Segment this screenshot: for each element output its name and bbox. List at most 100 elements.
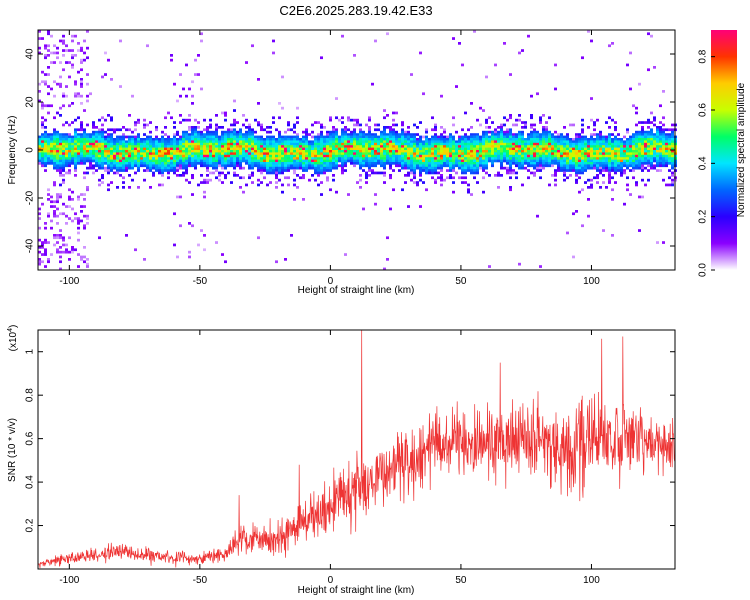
spectrogram-cell	[359, 147, 362, 151]
spectrogram-cell	[224, 152, 227, 156]
spectrogram-cell	[458, 162, 461, 165]
spectrogram-cell	[83, 39, 86, 43]
spectrogram-cell	[101, 176, 104, 180]
spectrogram-cell	[491, 150, 494, 153]
spectrogram-cell	[161, 135, 164, 139]
spectrogram-cell	[212, 166, 215, 170]
spectrogram-cell	[533, 162, 536, 165]
spectrogram-cell	[506, 140, 509, 144]
spectrogram-cell	[50, 200, 53, 204]
spectrogram-cell	[299, 157, 302, 160]
spectrogram-cell	[62, 181, 65, 184]
spectrogram-cell	[269, 171, 272, 175]
spectrogram-cell	[287, 140, 290, 144]
spectrogram-cell	[206, 147, 209, 151]
spectrogram-cell	[392, 142, 395, 146]
spectrogram-cell	[569, 162, 572, 165]
spectrogram-cell	[509, 157, 512, 160]
spectrogram-cell	[98, 142, 101, 146]
spectrogram-cell	[341, 138, 344, 141]
spectrogram-cell	[479, 147, 482, 151]
spectrogram-cell	[341, 147, 344, 151]
spectrogram-cell	[383, 133, 386, 136]
spectrogram-cell	[47, 142, 50, 146]
spectrogram-cell	[587, 150, 590, 153]
spectrogram-cell	[533, 123, 536, 127]
spectrogram-cell	[200, 174, 203, 177]
spectrogram-cell	[437, 157, 440, 160]
spectrogram-cell	[284, 166, 287, 170]
spectrogram-cell	[512, 140, 515, 144]
spectrogram-cell	[347, 116, 350, 120]
spectrogram-cell	[416, 142, 419, 146]
spectrogram-cell	[587, 30, 590, 33]
spectrogram-cell	[509, 152, 512, 156]
spectrogram-cell	[497, 174, 500, 177]
spectrogram-cell	[581, 128, 584, 132]
spectrogram-cell	[563, 142, 566, 146]
spectrogram-cell	[323, 140, 326, 144]
spectrogram-cell	[578, 166, 581, 170]
spectrogram-cell	[185, 166, 188, 170]
spectrogram-cell	[335, 116, 338, 120]
spectrogram-cell	[632, 159, 635, 163]
spectrogram-cell	[80, 154, 83, 158]
spectrogram-cell	[476, 171, 479, 175]
spectrogram-cell	[602, 140, 605, 144]
spectrogram-cell	[536, 162, 539, 165]
spectrogram-cell	[491, 140, 494, 144]
spectrogram-cell	[311, 150, 314, 153]
spectrogram-cell	[71, 219, 74, 223]
spectrogram-cell	[248, 176, 251, 180]
spectrogram-cell	[74, 133, 77, 136]
spectrogram-cell	[284, 159, 287, 163]
spectrogram-cell	[281, 145, 284, 148]
spectrogram-cell	[473, 138, 476, 141]
spectrogram-cell	[263, 142, 266, 146]
spectrogram-cell	[623, 140, 626, 144]
spectrogram-cell	[38, 152, 41, 156]
spectrogram-cell	[65, 138, 68, 141]
spectrogram-cell	[662, 142, 665, 146]
spectrogram-cell	[164, 142, 167, 146]
spectrogram-cell	[134, 147, 137, 151]
spectrogram-cell	[557, 135, 560, 139]
spectrogram-cell	[134, 164, 137, 168]
spectrogram-cell	[392, 138, 395, 141]
spectrogram-cell	[173, 212, 176, 216]
spectrogram-cell	[266, 138, 269, 141]
spectrogram-cell	[413, 133, 416, 136]
spectrogram-cell	[164, 150, 167, 153]
spectrogram-cell	[62, 147, 65, 151]
spectrogram-cell	[290, 150, 293, 153]
spectrogram-cell	[383, 162, 386, 165]
spectrogram-cell	[191, 126, 194, 129]
spectrogram-cell	[68, 164, 71, 168]
spectrogram-cell	[542, 154, 545, 158]
spectrogram-cell	[644, 140, 647, 144]
spectrogram-cell	[89, 145, 92, 148]
spectrogram-cell	[218, 174, 221, 177]
spectrogram-cell	[644, 145, 647, 148]
spectrogram-cell	[635, 159, 638, 163]
spectrogram-cell	[539, 159, 542, 163]
spectrogram-cell	[569, 164, 572, 168]
spectrogram-cell	[125, 142, 128, 146]
spectrogram-cell	[260, 157, 263, 160]
spectrogram-cell	[581, 138, 584, 141]
spectrogram-cell	[107, 157, 110, 160]
spectrogram-cell	[167, 138, 170, 141]
spectrogram-cell	[158, 152, 161, 156]
spectrogram-cell	[542, 126, 545, 129]
spectrogram-cell	[605, 154, 608, 158]
spectrogram-cell	[485, 150, 488, 153]
spectrogram-cell	[476, 152, 479, 156]
spectrogram-cell	[113, 164, 116, 168]
spectrogram-cell	[53, 145, 56, 148]
spectrogram-cell	[248, 138, 251, 141]
spectrogram-cell	[272, 140, 275, 144]
spectrogram-cell	[284, 154, 287, 158]
spectrogram-cell	[506, 157, 509, 160]
spectrogram-cell	[497, 145, 500, 148]
spectrogram-cell	[44, 142, 47, 146]
